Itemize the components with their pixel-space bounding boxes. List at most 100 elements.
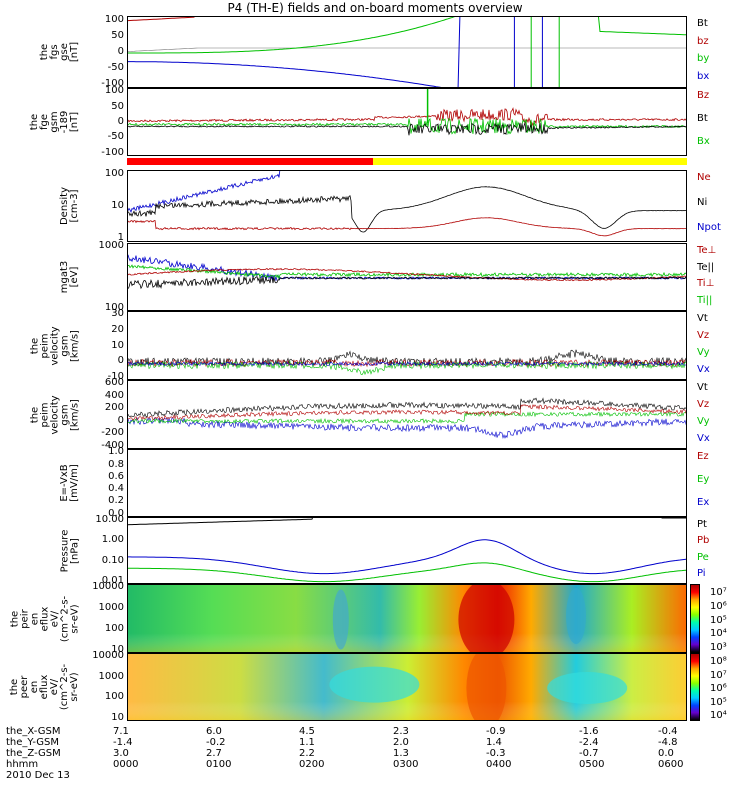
y-tick-label: 0.6 [108, 470, 124, 482]
panel-7 [127, 449, 687, 517]
panel-8 [127, 517, 687, 584]
y-tick-label: 100 [104, 167, 124, 179]
legend-item: Pt [697, 519, 707, 530]
y-tick-label: 50 [111, 100, 124, 112]
y-tick-label: 10 [111, 339, 124, 351]
y-tick-label: -50 [107, 131, 124, 143]
y-tick-label: 10000 [92, 581, 124, 593]
x-axis-value: 7.1 [113, 726, 129, 737]
x-axis-value: 0600 [658, 759, 684, 770]
colorbar-tick-label: 10⁶ [710, 600, 727, 612]
series-Te-par [128, 275, 686, 290]
panel-2 [127, 88, 687, 156]
colorbar-tick-label: 10⁵ [710, 696, 727, 708]
legend-item: Vy [697, 346, 710, 358]
legend-item: Pi [697, 567, 706, 579]
legend-item: Ez [697, 451, 709, 462]
legend-item: Ne [697, 172, 711, 183]
series-by [128, 17, 686, 54]
legend-item: Ti⊥ [697, 278, 715, 290]
x-axis-value: -2.4 [579, 737, 599, 748]
mode-status-bar [127, 158, 687, 165]
series-Pi [128, 539, 686, 575]
x-axis-value: 0400 [486, 759, 512, 770]
y-tick-label: 600 [104, 377, 124, 389]
panel-plot [128, 349, 686, 376]
x-axis-value: 0000 [113, 759, 139, 770]
legend-item: bz [697, 35, 709, 47]
legend-item: Bt [697, 113, 708, 125]
panel-plot [128, 397, 686, 439]
x-axis-row-label: the_X-GSM [6, 726, 61, 737]
y-tick-label: -100 [101, 78, 124, 90]
y-axis-label: E=-VxB [mV/m] [59, 464, 80, 502]
x-axis-row-label: the_Y-GSM [6, 737, 60, 748]
spectrogram-blob [466, 654, 507, 720]
spectrogram-blob [566, 588, 586, 645]
colorbar-tick-label: 10⁵ [710, 614, 727, 626]
x-axis-row-label: the_Z-GSM [6, 748, 61, 759]
legend-item: Bz [697, 90, 710, 101]
date-label: 2010 Dec 13 [6, 770, 70, 781]
x-axis-value: 0300 [393, 759, 419, 770]
y-tick-label: -400 [101, 439, 124, 451]
panel-1 [127, 16, 687, 88]
legend-item: Bx [697, 136, 710, 148]
panel-plot [128, 450, 687, 517]
series-Vz [128, 404, 686, 421]
y-axis-label: Pressure [nPa] [59, 529, 80, 572]
x-axis-value: 1.4 [486, 737, 502, 748]
y-tick-label: -200 [101, 427, 124, 439]
colorbar-tick-label: 10⁷ [710, 669, 727, 681]
panel-10 [127, 653, 687, 721]
series-Bx [128, 117, 686, 136]
y-tick-label: 30 [111, 308, 124, 320]
y-tick-label: 0.10 [101, 554, 124, 566]
x-axis-value: -1.6 [579, 726, 599, 737]
legend-item: Vt [697, 313, 708, 324]
colorbar-tick-label: 10⁷ [710, 587, 727, 598]
x-axis-value: 6.0 [206, 726, 222, 737]
zero-line [128, 47, 686, 52]
legend-item: bx [697, 71, 710, 83]
y-tick-label: 1.00 [101, 534, 124, 546]
panel-5 [127, 311, 687, 380]
legend-item: by [697, 53, 710, 65]
panel-plot [128, 518, 686, 583]
y-tick-label: 1.0 [108, 446, 124, 458]
x-axis-value: 0100 [206, 759, 232, 770]
x-axis-value: 2.3 [393, 726, 409, 737]
x-axis-value: -0.4 [658, 726, 678, 737]
panel-plot [128, 254, 686, 290]
x-axis-value: 1.1 [299, 737, 315, 748]
legend-item: Vx [697, 363, 710, 375]
colorbar-tick-label: 10⁴ [710, 628, 727, 640]
x-axis-value: 2.7 [206, 748, 222, 759]
series-Ti-perp [128, 254, 686, 281]
panel-plot [128, 89, 686, 136]
legend-item: Ti|| [697, 294, 713, 306]
y-tick-label: 10 [111, 200, 124, 211]
x-axis-value: 0200 [299, 759, 325, 770]
colorbar [690, 653, 700, 721]
y-tick-label: 50 [111, 29, 124, 41]
y-tick-label: 0.01 [101, 574, 124, 586]
x-axis-value: 0.0 [658, 748, 674, 759]
series-Ne [128, 217, 686, 237]
legend-item: Ni [697, 196, 708, 208]
y-tick-label: 100 [104, 85, 124, 97]
x-axis-value: -0.9 [486, 726, 506, 737]
series-Bt [128, 122, 686, 136]
y-tick-label: 10.00 [95, 514, 124, 526]
x-axis-value: 2.2 [299, 748, 315, 759]
y-tick-label: 0.0 [108, 507, 124, 519]
series-Npot [128, 171, 281, 213]
legend-item: Npot [697, 221, 721, 233]
series-Ti-par [128, 264, 686, 280]
colorbar-tick-label: 10⁴ [710, 710, 727, 721]
y-tick-label: 1000 [98, 670, 124, 682]
panel-plot [128, 17, 686, 87]
y-tick-label: 0 [117, 46, 124, 57]
y-tick-label: 400 [104, 389, 124, 401]
chart-title: P4 (TH-E) fields and on-board moments ov… [227, 1, 523, 15]
